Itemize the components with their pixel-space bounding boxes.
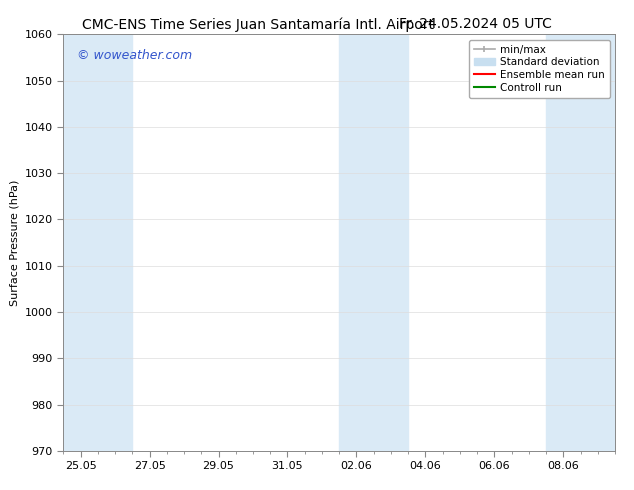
Bar bbox=[546, 34, 615, 451]
Text: CMC-ENS Time Series Juan Santamaría Intl. Airport: CMC-ENS Time Series Juan Santamaría Intl… bbox=[82, 17, 434, 32]
Legend: min/max, Standard deviation, Ensemble mean run, Controll run: min/max, Standard deviation, Ensemble me… bbox=[469, 40, 610, 98]
Text: Fr. 24.05.2024 05 UTC: Fr. 24.05.2024 05 UTC bbox=[399, 17, 552, 31]
Text: © woweather.com: © woweather.com bbox=[77, 49, 192, 62]
Bar bbox=[339, 34, 408, 451]
Y-axis label: Surface Pressure (hPa): Surface Pressure (hPa) bbox=[10, 179, 19, 306]
Bar bbox=[63, 34, 133, 451]
